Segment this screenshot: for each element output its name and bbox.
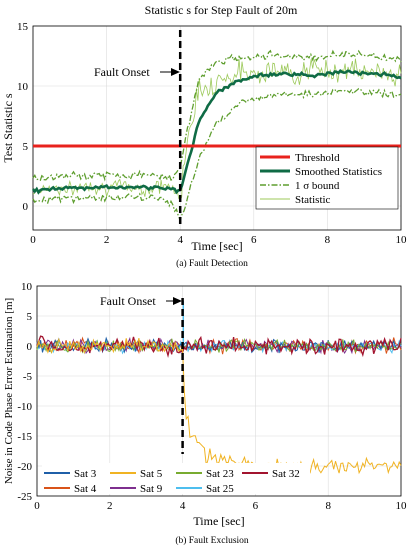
chart-b-x-tick-label: 6 <box>253 500 259 512</box>
chart-b-y-tick-label: -10 <box>17 401 32 413</box>
chart-a-x-tick-label: 6 <box>251 234 257 246</box>
chart-a-xlabel: Time [sec] <box>191 239 242 253</box>
chart-a-y-tick-label: 10 <box>17 81 29 93</box>
chart-b-y-tick-label: 0 <box>27 341 33 353</box>
legend-sigma-label: 1 σ bound <box>295 180 340 192</box>
chart-b-x-tick-label: 2 <box>107 500 113 512</box>
chart-b-y-tick-label: -25 <box>17 491 32 503</box>
chart-a-y-tick-label: 5 <box>23 141 29 153</box>
legend-sat4-label: Sat 4 <box>74 483 97 495</box>
chart-a-ylabel: Test Statistic s <box>1 93 15 162</box>
legend-sat25-label: Sat 25 <box>206 483 234 495</box>
chart-b-ylabel: Noise in Code Phase Error Estimation [m] <box>3 298 15 484</box>
chart-b-y-tick-label: 5 <box>27 311 33 323</box>
chart-b-annotation-arrowhead <box>173 297 182 305</box>
chart-b-y-tick-label: 10 <box>21 281 33 293</box>
chart-a-y-tick-label: 15 <box>17 21 29 33</box>
chart-a-x-tick-label: 0 <box>30 234 36 246</box>
chart-a-plot-frame <box>32 25 402 231</box>
chart-b-y-tick-label: -20 <box>17 461 32 473</box>
chart-a-title: Statistic s for Step Fault of 20m <box>145 3 298 17</box>
legend-smoothed-label: Smoothed Statistics <box>295 166 382 178</box>
legend-sat3-label: Sat 3 <box>74 468 97 480</box>
chart-a-legend: Threshold Smoothed Statistics 1 σ bound … <box>255 146 399 210</box>
chart-b-y-tick-label: -15 <box>17 431 32 443</box>
chart-a-y-tick-label: 0 <box>23 201 29 213</box>
chart-a-x-tick-label: 4 <box>177 234 183 246</box>
chart-fault-detection: Statistic s for Step Fault of 20m 0 2 4 6 8 1… <box>1 3 407 269</box>
series-sigma-lower-line <box>32 87 402 222</box>
legend-sat32-label: Sat 32 <box>272 468 300 480</box>
chart-b-plot-frame <box>36 285 402 497</box>
chart-b-x-tick-label: 8 <box>325 500 331 512</box>
legend-sat23-label: Sat 23 <box>206 468 234 480</box>
chart-a-fault-onset-annotation: Fault Onset <box>94 65 150 79</box>
series-sigma-upper-line <box>32 49 402 182</box>
chart-a-x-tick-label: 10 <box>396 234 408 246</box>
legend-sat5-label: Sat 5 <box>140 468 163 480</box>
chart-b-x-tick-label: 4 <box>180 500 186 512</box>
chart-b-caption: (b) Fault Exclusion <box>175 535 249 546</box>
chart-b-xlabel: Time [sec] <box>193 514 244 528</box>
legend-threshold-label: Threshold <box>295 152 340 164</box>
chart-b-fault-onset-annotation: Fault Onset <box>100 294 156 308</box>
chart-b-x-tick-label: 10 <box>396 500 408 512</box>
chart-fault-exclusion: 0 2 4 6 8 10 10 5 0 -5 -10 -15 -20 -25 Fault Onset Sa… <box>3 281 407 546</box>
legend-sat9-label: Sat 9 <box>140 483 163 495</box>
chart-a-caption: (a) Fault Detection <box>176 258 248 269</box>
series-smoothed-statistics-line <box>31 69 402 195</box>
chart-b-legend: Sat 3 Sat 5 Sat 23 Sat 32 Sat 4 Sat 9 Sa… <box>42 463 310 495</box>
legend-statistic-label: Statistic <box>295 194 331 206</box>
chart-a-x-tick-label: 8 <box>325 234 331 246</box>
chart-b-y-tick-label: -5 <box>23 371 33 383</box>
chart-a-annotation-arrowhead <box>171 68 180 76</box>
chart-b-x-tick-label: 0 <box>34 500 40 512</box>
chart-a-x-tick-label: 2 <box>104 234 110 246</box>
series-sat32-line <box>36 335 402 358</box>
series-sat5-line <box>36 337 402 475</box>
